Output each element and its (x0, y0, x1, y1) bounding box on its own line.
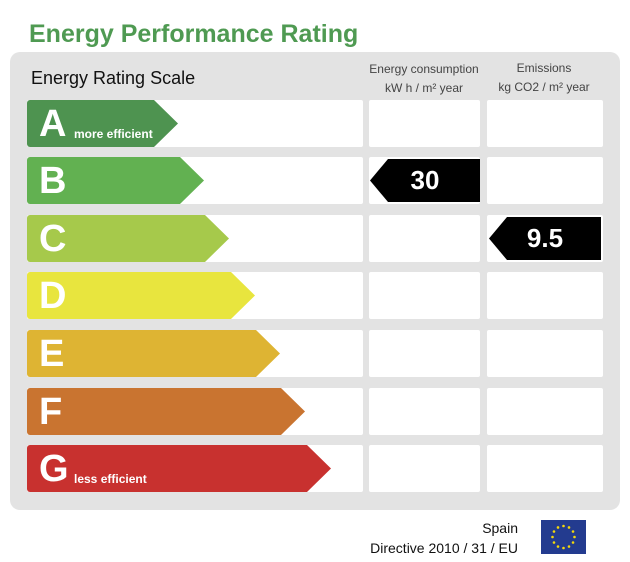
energy-cell (369, 330, 480, 377)
emissions-cell (487, 100, 603, 147)
rating-band-e: E (27, 330, 280, 377)
emissions-cell (487, 445, 603, 492)
rating-letter: D (39, 275, 67, 317)
country: Spain (482, 520, 518, 536)
star (551, 535, 554, 539)
scale-heading: Energy Rating Scale (31, 68, 196, 88)
star (556, 545, 560, 548)
star (571, 530, 575, 533)
directive: Directive 2010 / 31 / EU (370, 540, 518, 556)
rating-row-b: B 30 (0, 157, 630, 204)
rating-row-c: C 9.5 (0, 215, 630, 262)
rating-sublabel: less efficient (74, 472, 147, 486)
energy-cell (369, 272, 480, 319)
emissions-header-line1: Emissions (516, 61, 572, 75)
energy-cell (369, 388, 480, 435)
rating-sublabel: more efficient (74, 127, 153, 141)
rating-band-b: B (27, 157, 204, 204)
rating-letter: B (39, 160, 67, 202)
star (567, 545, 571, 548)
rating-row-a: A more efficient (0, 100, 630, 147)
rating-row-f: F (0, 388, 630, 435)
rating-band-c: C (27, 215, 229, 262)
energy-column-header: Energy consumption kW h / m² year (365, 60, 483, 98)
energy-header-line1: Energy consumption (369, 62, 479, 76)
star (562, 524, 565, 528)
star (552, 541, 556, 544)
rating-band-d: D (27, 272, 255, 319)
star (552, 530, 556, 533)
star (556, 526, 560, 529)
rating-letter: E (39, 333, 65, 375)
star (573, 535, 576, 539)
rating-row-d: D (0, 272, 630, 319)
energy-cell (369, 100, 480, 147)
star (562, 546, 565, 550)
energy-cell (369, 445, 480, 492)
page-title: Energy Performance Rating (29, 20, 359, 48)
energy-cell (369, 215, 480, 262)
emissions-cell (487, 157, 603, 204)
emissions-cell (487, 272, 603, 319)
energy-header-line2: kW h / m² year (384, 81, 463, 95)
emissions-cell (487, 388, 603, 435)
star (571, 541, 575, 544)
rating-letter: G (39, 448, 69, 490)
rating-row-e: E (0, 330, 630, 377)
energy-indicator: 30 (370, 159, 480, 202)
emissions-header-line2: kg CO2 / m² year (498, 80, 590, 94)
eu-flag-icon (541, 520, 586, 554)
rating-band-a: A more efficient (27, 100, 178, 147)
emissions-cell (487, 330, 603, 377)
rating-band-f: F (27, 388, 305, 435)
rating-band-g: G less efficient (27, 445, 331, 492)
rating-letter: F (39, 391, 63, 433)
rating-row-g: G less efficient (0, 445, 630, 492)
emissions-column-header: Emissions kg CO2 / m² year (485, 59, 603, 97)
star (567, 526, 571, 529)
rating-letter: C (39, 218, 67, 260)
rating-letter: A (39, 103, 67, 145)
emissions-indicator: 9.5 (489, 217, 601, 260)
